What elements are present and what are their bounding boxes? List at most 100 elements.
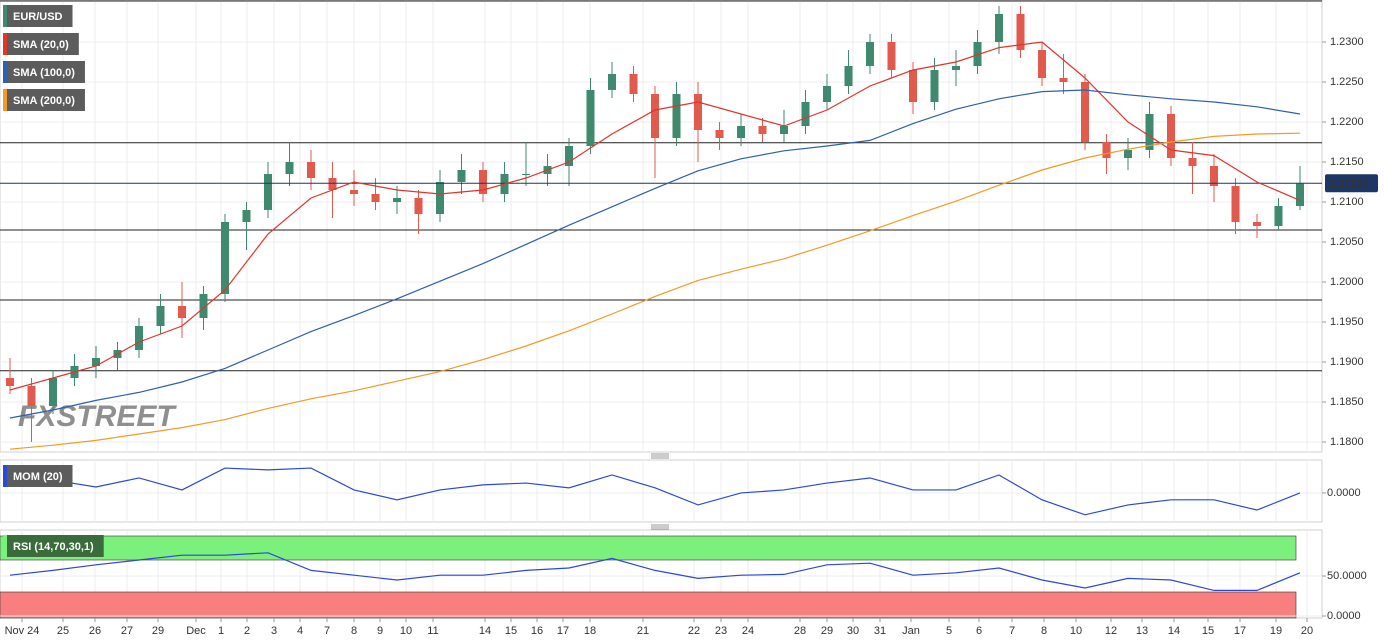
candle-body xyxy=(350,190,358,194)
legend-box xyxy=(3,33,79,55)
legend-swatch xyxy=(3,465,7,487)
indicator-line xyxy=(9,552,1301,591)
oversold-zone xyxy=(0,591,1297,619)
candle-body xyxy=(930,70,939,102)
watermark: FXSTREET xyxy=(18,400,177,433)
candle-body xyxy=(952,66,960,70)
candle-body xyxy=(414,198,423,214)
candle-body xyxy=(823,86,831,102)
y-tick-label: 1.2300 xyxy=(1330,36,1364,48)
y-tick-label: 1.2000 xyxy=(1330,276,1364,288)
candle-body xyxy=(49,378,57,406)
legend-box xyxy=(3,89,85,111)
x-tick-label: 2 xyxy=(244,625,250,637)
candle-body xyxy=(6,378,14,386)
candle-body xyxy=(307,162,315,178)
y-tick-label: 1.1950 xyxy=(1330,316,1364,328)
candle-body xyxy=(436,182,444,214)
candle-body xyxy=(135,326,143,350)
candle-body xyxy=(866,42,874,66)
candle-body xyxy=(1145,114,1154,150)
x-tick-label: 7 xyxy=(1009,625,1015,637)
x-tick-label: 19 xyxy=(1270,625,1282,637)
x-tick-label: 9 xyxy=(377,625,383,637)
candle-body xyxy=(651,94,659,138)
candle-body xyxy=(178,306,186,318)
candle-body xyxy=(909,70,917,102)
x-tick-label: 29 xyxy=(152,625,164,637)
candle-body xyxy=(973,42,982,66)
candle-body xyxy=(393,198,401,202)
y-tick-label: 50.0000 xyxy=(1327,570,1367,582)
x-tick-label: Dec xyxy=(186,625,206,637)
legend-box xyxy=(3,61,85,83)
legend-swatch xyxy=(3,5,7,27)
x-tick-label: 30 xyxy=(847,625,859,637)
x-tick-label: 27 xyxy=(121,625,133,637)
y-tick-label: 1.2200 xyxy=(1330,116,1364,128)
last-price-label: 1.21235 xyxy=(1329,178,1369,190)
candle-body xyxy=(328,178,337,190)
candle-body xyxy=(844,66,853,86)
y-tick-label: 0.0000 xyxy=(1327,610,1361,622)
y-tick-label: 1.2250 xyxy=(1330,76,1364,88)
candle-body xyxy=(565,146,573,166)
y-tick-label: 1.2100 xyxy=(1330,196,1364,208)
candle-body xyxy=(780,126,788,134)
candle-body xyxy=(522,174,530,175)
x-tick-label: 8 xyxy=(351,625,357,637)
x-tick-label: 17 xyxy=(557,625,569,637)
x-tick-label: 14 xyxy=(479,625,491,637)
legend-label: RSI (14,70,30,1) xyxy=(13,541,94,553)
candle-body xyxy=(629,74,638,94)
x-tick-label: 20 xyxy=(1301,625,1313,637)
x-tick-label: 21 xyxy=(637,625,649,637)
candle-body xyxy=(1167,114,1175,158)
x-tick-label: 4 xyxy=(297,625,303,637)
candle-body xyxy=(1296,183,1304,206)
candle-body xyxy=(156,306,165,326)
indicator-line xyxy=(9,132,1301,450)
x-tick-label: 25 xyxy=(57,625,69,637)
overbought-zone xyxy=(0,535,1297,561)
panel-bg xyxy=(0,0,1323,453)
x-tick-label: 16 xyxy=(531,625,543,637)
y-tick-label: 1.1900 xyxy=(1330,356,1364,368)
x-tick-label: 10 xyxy=(1070,625,1082,637)
indicator-line xyxy=(9,41,1301,391)
x-tick-label: Jan xyxy=(902,625,920,637)
x-tick-label: 23 xyxy=(715,625,727,637)
legend-swatch xyxy=(3,535,7,557)
candle-body xyxy=(737,126,745,138)
candle-body xyxy=(1059,78,1068,82)
legend-swatch xyxy=(3,33,7,55)
candle-body xyxy=(92,358,100,366)
x-tick-label: 22 xyxy=(688,625,700,637)
x-tick-label: 29 xyxy=(821,625,833,637)
y-tick-label: 1.1850 xyxy=(1330,396,1364,408)
candle-body xyxy=(801,102,810,126)
legend-label: EUR/USD xyxy=(13,11,63,23)
candle-body xyxy=(1102,142,1111,158)
legend-swatch xyxy=(3,61,7,83)
candle-body xyxy=(371,194,380,202)
candle-body xyxy=(199,294,208,318)
x-tick-label: 14 xyxy=(1168,625,1180,637)
candle-body xyxy=(457,170,466,182)
candle-body xyxy=(242,210,251,222)
legend-box xyxy=(3,535,104,557)
x-tick-label: 6 xyxy=(976,625,982,637)
candle-body xyxy=(586,90,595,146)
x-tick-label: 5 xyxy=(946,625,952,637)
last-price-tag xyxy=(1325,174,1378,193)
candle-body xyxy=(1016,14,1025,50)
candle-body xyxy=(1253,222,1261,226)
candle-body xyxy=(1210,166,1218,186)
candle-body xyxy=(758,126,767,134)
panel-bg xyxy=(0,459,1323,523)
x-tick-label: 31 xyxy=(874,625,886,637)
legend-box xyxy=(3,465,73,487)
y-tick-label: 1.1800 xyxy=(1330,436,1364,448)
candle-body xyxy=(694,94,702,130)
